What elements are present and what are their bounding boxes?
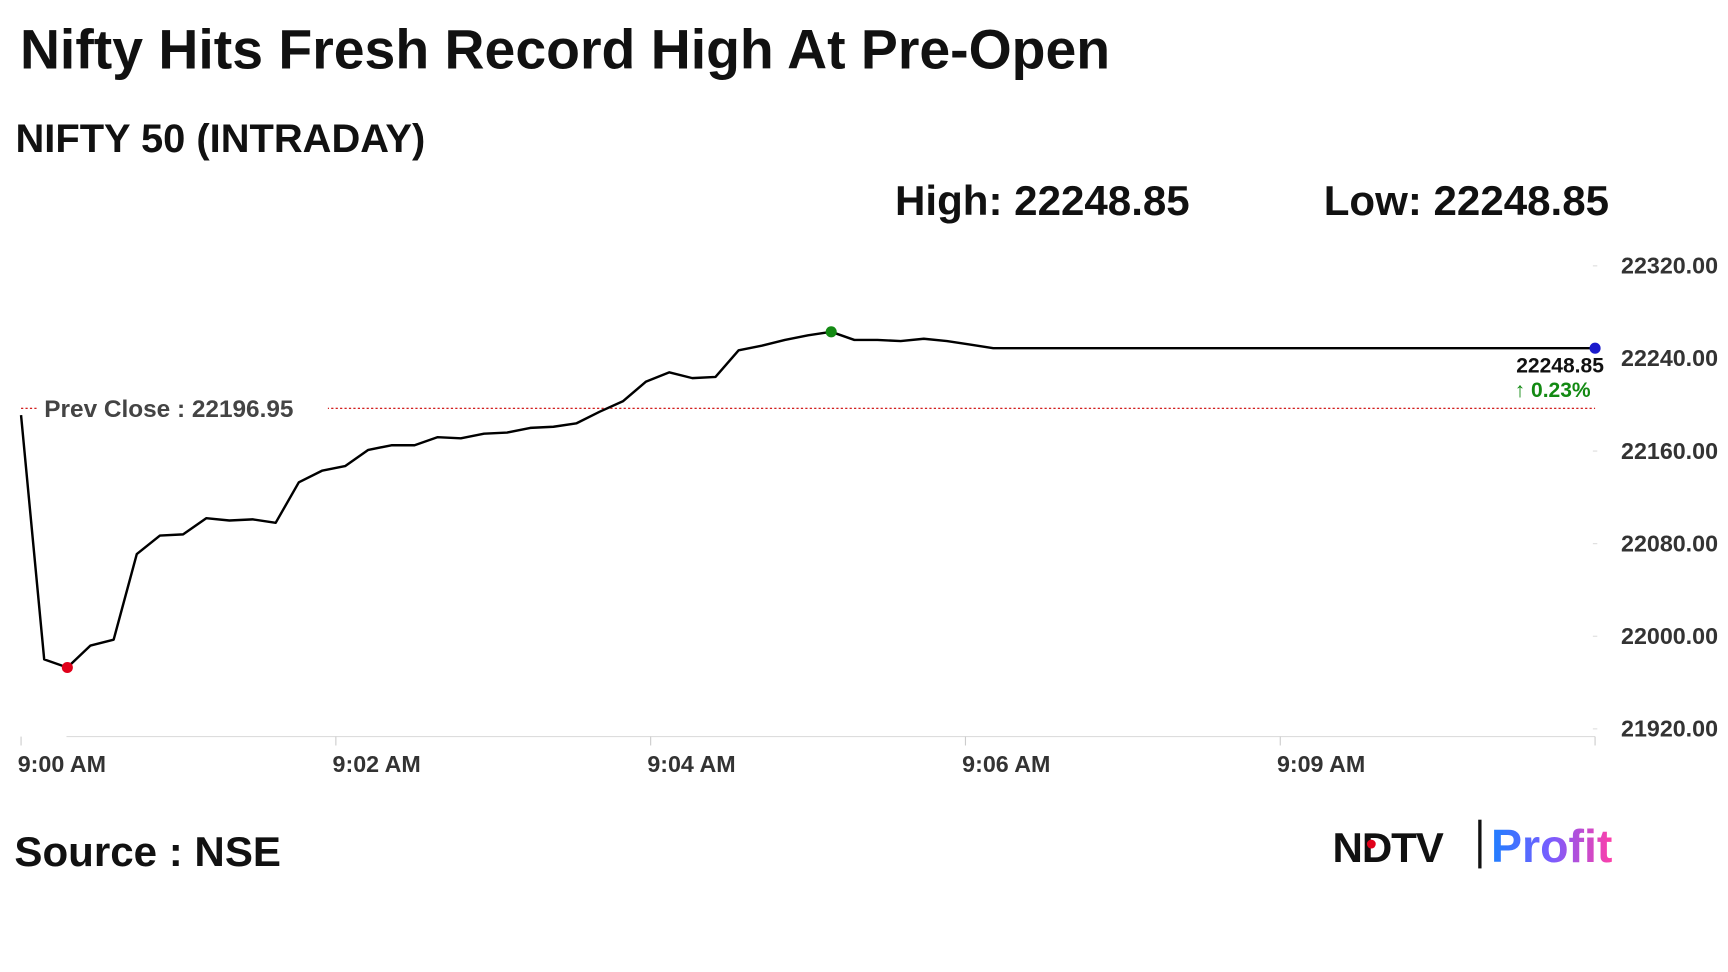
y-tick-label: 22160.00 bbox=[1621, 438, 1718, 464]
logo-ndtv: NDTV bbox=[1333, 824, 1444, 871]
x-tick-label: 9:04 AM bbox=[647, 751, 735, 777]
y-tick-label: 21920.00 bbox=[1621, 716, 1718, 742]
source: Source : NSE bbox=[14, 828, 281, 875]
y-tick-label: 22080.00 bbox=[1621, 530, 1718, 556]
logo-dot bbox=[1366, 839, 1376, 849]
x-tick-label: 9:02 AM bbox=[333, 751, 421, 777]
low-marker bbox=[61, 661, 73, 674]
y-tick-label: 22000.00 bbox=[1621, 623, 1718, 649]
high-marker bbox=[825, 326, 837, 338]
logo: NDTV Profit bbox=[1333, 819, 1612, 872]
x-tick-label: 9:09 AM bbox=[1277, 751, 1365, 777]
prev-close-label: Prev Close : 22196.95 bbox=[44, 396, 293, 423]
x-tick-label: 9:06 AM bbox=[962, 751, 1050, 777]
low-label: Low: 22248.85 bbox=[1324, 177, 1609, 224]
last-value-label: 22248.85 bbox=[1516, 355, 1604, 378]
last-marker bbox=[1589, 342, 1601, 354]
change-label: ↑ 0.23% bbox=[1515, 379, 1591, 402]
x-tick-label: 9:00 AM bbox=[18, 751, 106, 777]
chart-subtitle: NIFTY 50 (INTRADAY) bbox=[16, 117, 426, 161]
chart-title: Nifty Hits Fresh Record High At Pre-Open bbox=[20, 19, 1110, 81]
logo-profit: Profit bbox=[1491, 820, 1612, 872]
prev-close-bg bbox=[37, 392, 328, 424]
line-series bbox=[19, 330, 1596, 669]
y-tick-label: 22320.00 bbox=[1621, 253, 1718, 279]
y-tick-label: 22240.00 bbox=[1621, 345, 1718, 371]
high-label: High: 22248.85 bbox=[895, 177, 1190, 224]
